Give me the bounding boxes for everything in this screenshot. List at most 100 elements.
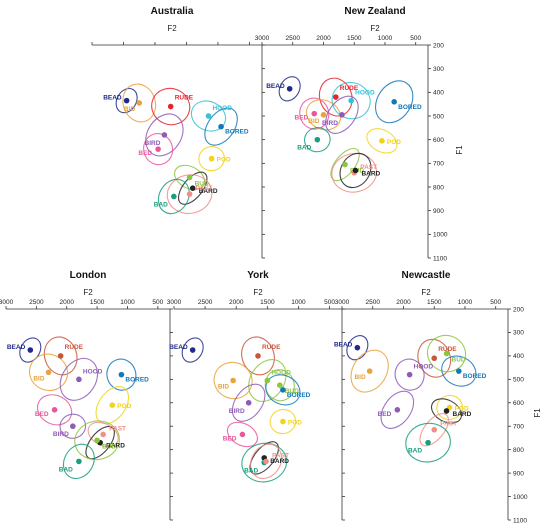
vowel-label: BUD: [285, 388, 299, 395]
vowel-label: BEAD: [103, 95, 122, 102]
f2-tick-label: 3000: [167, 299, 182, 306]
vowel-ellipse: [62, 443, 95, 480]
f2-axis-label: F2: [167, 24, 177, 33]
vowel-point: [263, 458, 269, 465]
vowel-label: POD: [387, 139, 401, 146]
vowel-ellipse: [405, 422, 451, 463]
vowel-point: [245, 399, 252, 406]
f1-tick-label: 600: [433, 137, 444, 144]
vowel-ellipse: [226, 421, 259, 448]
f1-axis-label: F1: [533, 408, 542, 418]
vowel-label: RUDE: [175, 95, 194, 102]
vowel-ellipse: [166, 174, 213, 214]
f2-axis-label: F2: [253, 288, 263, 297]
vowel-point: [171, 193, 177, 200]
vowel-ellipse: [350, 349, 389, 393]
vowel-point: [339, 112, 345, 118]
vowel-point: [394, 407, 401, 413]
f2-tick-label: 3000: [0, 299, 14, 306]
f2-tick-label: 500: [152, 299, 163, 306]
vowel-label: BED: [223, 435, 237, 442]
f2-tick-label: 1500: [90, 299, 105, 306]
vowel-ellipse: [36, 394, 73, 426]
f1-tick-label: 600: [513, 400, 524, 407]
vowel-point: [443, 350, 450, 357]
vowel-point: [161, 132, 168, 138]
vowel-ellipse: [122, 83, 157, 123]
f1-tick-label: 900: [433, 208, 444, 215]
vowel-ellipse: [331, 81, 371, 120]
vowel-ellipse: [394, 358, 425, 391]
vowel-point: [109, 402, 116, 408]
vowel-ellipse: [43, 336, 78, 376]
vowel-point: [406, 371, 413, 378]
vowel-ellipse: [115, 87, 138, 114]
vowel-point: [76, 376, 82, 383]
vowel-point: [443, 408, 450, 414]
f1-tick-label: 1100: [513, 517, 527, 524]
vowel-point: [230, 377, 236, 384]
vowel-point: [366, 368, 373, 374]
vowel-label: POD: [288, 420, 302, 427]
f2-tick-label: 2000: [396, 299, 411, 306]
panel-new-zealand: New Zealand F2 F1 3000 2500 2000 1500 1000 50…: [255, 6, 464, 262]
f1-tick-label: 800: [513, 447, 524, 454]
vowel-label: BORED: [398, 104, 422, 111]
vowel-label: PAST: [440, 421, 457, 428]
vowel-label: BED: [35, 411, 49, 418]
vowel-ellipse: [59, 357, 99, 401]
f1-tick-label: 200: [433, 42, 444, 49]
vowel-label: BED: [138, 150, 152, 157]
vowel-label: BUD: [452, 357, 466, 364]
vowel-ellipse: [436, 394, 463, 421]
vowel-label: RUDE: [262, 344, 281, 351]
vowel-ellipse: [157, 178, 190, 215]
f1-tick-label: 500: [513, 377, 524, 384]
panel-london: London F2 3000 2500 2000 1500 1000 500 BEAD RUD…: [0, 270, 173, 521]
f2-tick-label: 1000: [378, 35, 393, 42]
vowel-point: [76, 458, 82, 465]
vowel-label: HOOD: [414, 364, 434, 371]
vowel-ellipse: [278, 76, 301, 102]
vowel-label: BEAD: [266, 83, 285, 90]
vowel-label: PAST: [109, 425, 126, 432]
vowel-label: HOOD: [271, 370, 291, 377]
vowel-point: [264, 377, 271, 384]
vowel-point: [70, 423, 76, 430]
vowel-label: BARD: [361, 170, 380, 177]
vowel-point: [311, 110, 318, 117]
f2-tick-label: 2500: [366, 299, 381, 306]
f1-tick-label: 900: [513, 470, 524, 477]
f2-tick-label: 2500: [29, 299, 44, 306]
vowel-point: [57, 353, 64, 359]
panel-title: York: [247, 270, 269, 281]
vowel-point: [189, 185, 196, 191]
vowel-ellipse: [380, 390, 415, 429]
vowel-label: HOOD: [83, 368, 103, 375]
vowel-ellipse: [269, 408, 297, 435]
vowel-label: BUD: [102, 443, 116, 450]
vowel-label: PAST: [196, 185, 213, 192]
vowel-ellipse: [231, 383, 266, 422]
vowel-label: BARD: [199, 188, 218, 195]
f2-tick-label: 2500: [286, 35, 301, 42]
vowel-point: [425, 439, 431, 446]
vowel-label: RUDE: [340, 85, 359, 92]
vowel-label: BEAD: [334, 342, 353, 349]
vowel-point: [314, 136, 321, 143]
f2-tick-label: 2000: [229, 299, 244, 306]
vowel-point: [45, 369, 52, 376]
panel-newcastle: Newcastle F2 F1 3000 2500 2000 1500 1000 500 2…: [334, 270, 542, 524]
f2-tick-label: 2500: [198, 299, 213, 306]
f2-tick-label: 2000: [316, 35, 331, 42]
vowel-label: POD: [455, 405, 469, 412]
f2-tick-label: 1000: [458, 299, 473, 306]
vowel-label: BIRD: [229, 408, 245, 415]
vowel-ellipse: [85, 425, 115, 460]
vowel-label: HOOD: [212, 105, 232, 112]
f1-tick-label: 200: [513, 306, 524, 313]
vowel-ellipse: [143, 133, 174, 166]
vowel-point: [94, 437, 100, 444]
